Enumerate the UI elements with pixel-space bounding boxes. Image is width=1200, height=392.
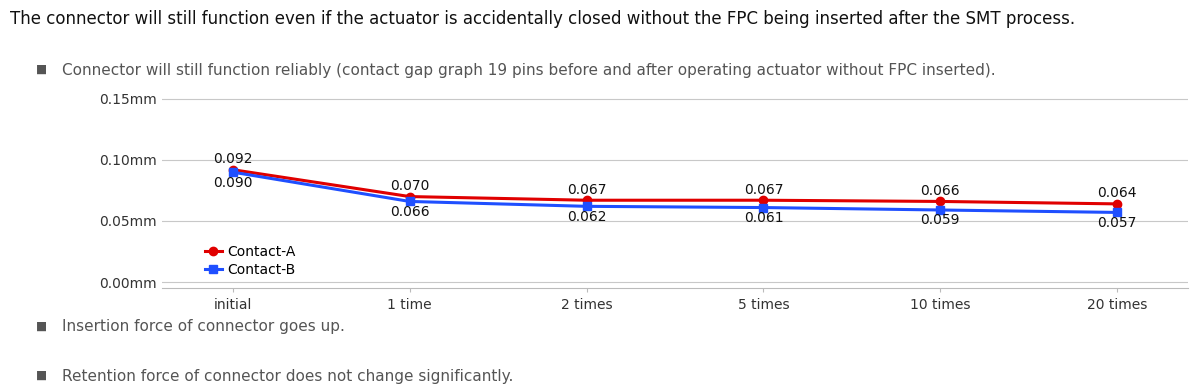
Text: 0.059: 0.059 [920, 213, 960, 227]
Text: 0.066: 0.066 [390, 205, 430, 219]
Text: 0.061: 0.061 [744, 211, 784, 225]
Line: Contact-B: Contact-B [228, 168, 1122, 217]
Contact-B [934, 208, 948, 212]
Text: 0.092: 0.092 [214, 152, 252, 166]
Contact-A [1110, 201, 1124, 206]
Legend: Contact-A, Contact-B: Contact-A, Contact-B [205, 245, 295, 277]
Text: 0.057: 0.057 [1098, 216, 1136, 230]
Text: ■: ■ [36, 319, 47, 332]
Text: 0.062: 0.062 [566, 210, 606, 224]
Text: 0.090: 0.090 [214, 176, 252, 190]
Contact-A [756, 198, 770, 203]
Line: Contact-A: Contact-A [228, 165, 1122, 208]
Text: 0.070: 0.070 [390, 179, 430, 193]
Text: 0.067: 0.067 [566, 183, 606, 197]
Text: 0.067: 0.067 [744, 183, 784, 197]
Contact-A [934, 199, 948, 204]
Contact-A [580, 198, 594, 203]
Text: 0.066: 0.066 [920, 184, 960, 198]
Text: Retention force of connector does not change significantly.: Retention force of connector does not ch… [62, 369, 514, 384]
Text: Insertion force of connector goes up.: Insertion force of connector goes up. [62, 319, 346, 334]
Contact-B [580, 204, 594, 209]
Contact-A [226, 167, 240, 172]
Text: ■: ■ [36, 369, 47, 382]
Text: The connector will still function even if the actuator is accidentally closed wi: The connector will still function even i… [10, 10, 1075, 28]
Text: ■: ■ [36, 63, 47, 76]
Text: Connector will still function reliably (contact gap graph 19 pins before and aft: Connector will still function reliably (… [62, 63, 996, 78]
Text: 0.064: 0.064 [1098, 187, 1136, 200]
Contact-B [756, 205, 770, 210]
Contact-B [1110, 210, 1124, 215]
Contact-B [226, 170, 240, 174]
Contact-B [402, 199, 416, 204]
Contact-A [402, 194, 416, 199]
